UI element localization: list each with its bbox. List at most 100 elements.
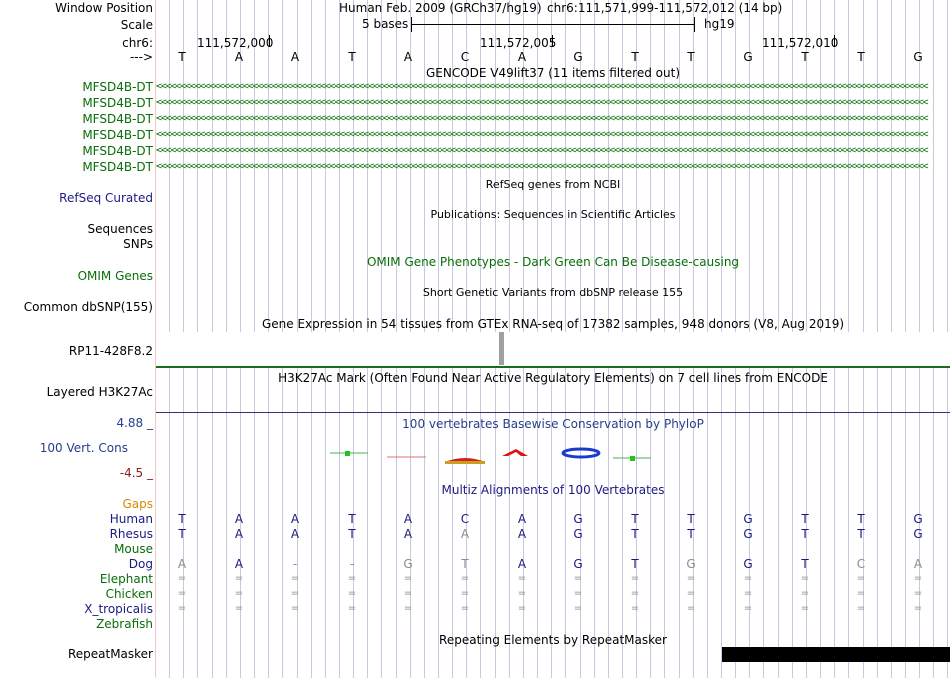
base-letter: G — [913, 50, 923, 64]
alignment-base: = — [234, 588, 244, 599]
assembly-text: Human Feb. 2009 (GRCh37/hg19) — [339, 1, 542, 15]
coord-tick — [834, 35, 835, 47]
alignment-base: T — [178, 527, 186, 541]
alignment-base: G — [573, 512, 583, 526]
alignment-base: G — [573, 527, 583, 541]
alignment-base: A — [517, 512, 527, 526]
species-label[interactable]: Elephant — [99, 572, 153, 586]
alignment-base: G — [913, 527, 923, 541]
base-letter: T — [631, 50, 639, 64]
alignment-base: = — [686, 588, 696, 599]
gene-strand-bar[interactable]: <<<<<<<<<<<<<<<<<<<<<<<<<<<<<<<<<<<<<<<<… — [156, 97, 928, 108]
phylop-logo-mark — [630, 456, 635, 461]
strand-label: ---> — [129, 50, 153, 64]
species-label[interactable]: Human — [109, 512, 153, 526]
phylop-min-label: -4.5 _ — [119, 466, 153, 480]
coord-tick — [269, 35, 270, 47]
alignment-base: = — [347, 603, 357, 614]
alignment-base: G — [686, 557, 696, 571]
omim-track-title: OMIM Gene Phenotypes - Dark Green Can Be… — [366, 255, 740, 269]
gaps-label[interactable]: Gaps — [122, 497, 153, 511]
sequences-label[interactable]: Sequences — [87, 222, 153, 236]
position-text: chr6:111,571,999-111,572,012 (14 bp) — [547, 1, 783, 15]
alignment-base: = — [800, 603, 810, 614]
alignment-base: T — [348, 527, 356, 541]
coord-tick — [552, 35, 553, 47]
db-text: hg19 — [704, 17, 735, 31]
gene-label[interactable]: MFSD4B-DT — [82, 80, 153, 94]
coord-tick-label: 111,572,010 — [762, 36, 839, 50]
base-letter: C — [460, 50, 470, 64]
phylop-logo-mark — [345, 451, 350, 456]
base-letter: T — [857, 50, 865, 64]
gene-strand-bar[interactable]: <<<<<<<<<<<<<<<<<<<<<<<<<<<<<<<<<<<<<<<<… — [156, 161, 928, 172]
alignment-base: = — [177, 573, 187, 584]
gencode-track-title: GENCODE V49lift37 (11 items filtered out… — [425, 66, 680, 80]
alignment-base: = — [403, 573, 413, 584]
alignment-base: A — [234, 512, 244, 526]
species-label[interactable]: Dog — [128, 557, 153, 571]
species-label[interactable]: Rhesus — [109, 527, 153, 541]
alignment-base: A — [290, 527, 300, 541]
repeatmasker-element-bar[interactable] — [722, 647, 950, 662]
alignment-base: A — [460, 527, 470, 541]
alignment-base: A — [234, 557, 244, 571]
alignment-base: T — [687, 512, 695, 526]
gtex-label[interactable]: RP11-428F8.2 — [68, 344, 153, 358]
phylop-logo-mark — [502, 449, 528, 456]
alignment-base: A — [517, 527, 527, 541]
omim-label[interactable]: OMIM Genes — [77, 269, 153, 283]
gtex-expression-bar — [499, 332, 504, 365]
alignment-base: = — [290, 603, 300, 614]
alignment-base: C — [460, 512, 470, 526]
alignment-base: A — [290, 512, 300, 526]
alignment-base: T — [801, 512, 809, 526]
species-label[interactable]: X_tropicalis — [84, 602, 153, 616]
scale-label: Scale — [120, 18, 153, 32]
alignment-base: T — [348, 512, 356, 526]
phylop-logo-mark — [445, 461, 485, 464]
alignment-base: = — [573, 588, 583, 599]
species-label[interactable]: Zebrafish — [96, 617, 153, 631]
alignment-base: T — [857, 527, 865, 541]
alignment-base: = — [686, 573, 696, 584]
gene-strand-bar[interactable]: <<<<<<<<<<<<<<<<<<<<<<<<<<<<<<<<<<<<<<<<… — [156, 129, 928, 140]
h3k27ac-baseline — [156, 366, 950, 368]
gene-strand-bar[interactable]: <<<<<<<<<<<<<<<<<<<<<<<<<<<<<<<<<<<<<<<<… — [156, 81, 928, 92]
alignment-base: = — [290, 573, 300, 584]
species-label[interactable]: Chicken — [105, 587, 153, 601]
refseq-label[interactable]: RefSeq Curated — [59, 191, 153, 205]
gene-strand-bar[interactable]: <<<<<<<<<<<<<<<<<<<<<<<<<<<<<<<<<<<<<<<<… — [156, 145, 928, 156]
alignment-base: G — [743, 557, 753, 571]
repeatmasker-label[interactable]: RepeatMasker — [67, 647, 153, 661]
alignment-base: = — [403, 588, 413, 599]
alignment-base: = — [234, 603, 244, 614]
gene-label[interactable]: MFSD4B-DT — [82, 160, 153, 174]
alignment-base: T — [461, 557, 469, 571]
dbsnp-label[interactable]: Common dbSNP(155) — [23, 300, 153, 314]
gene-strand-bar[interactable]: <<<<<<<<<<<<<<<<<<<<<<<<<<<<<<<<<<<<<<<<… — [156, 113, 928, 124]
alignment-base: A — [913, 557, 923, 571]
gene-label[interactable]: MFSD4B-DT — [82, 144, 153, 158]
species-label[interactable]: Mouse — [114, 542, 153, 556]
gene-label[interactable]: MFSD4B-DT — [82, 128, 153, 142]
window-position-label: Window Position — [55, 1, 153, 15]
alignment-base: - — [349, 557, 355, 571]
alignment-base: A — [177, 557, 187, 571]
alignment-base: A — [234, 527, 244, 541]
alignment-base: = — [800, 573, 810, 584]
gene-label[interactable]: MFSD4B-DT — [82, 96, 153, 110]
snps-label[interactable]: SNPs — [123, 237, 153, 251]
phylop-label[interactable]: 100 Vert. Cons — [39, 441, 128, 455]
alignment-base: G — [573, 557, 583, 571]
h3k27ac-label[interactable]: Layered H3K27Ac — [46, 385, 153, 399]
alignment-base: = — [856, 573, 866, 584]
alignment-base: = — [460, 588, 470, 599]
alignment-base: = — [573, 603, 583, 614]
alignment-base: = — [403, 603, 413, 614]
gtex-track-area[interactable] — [156, 332, 950, 366]
alignment-base: = — [573, 573, 583, 584]
base-letter: A — [234, 50, 244, 64]
gene-label[interactable]: MFSD4B-DT — [82, 112, 153, 126]
